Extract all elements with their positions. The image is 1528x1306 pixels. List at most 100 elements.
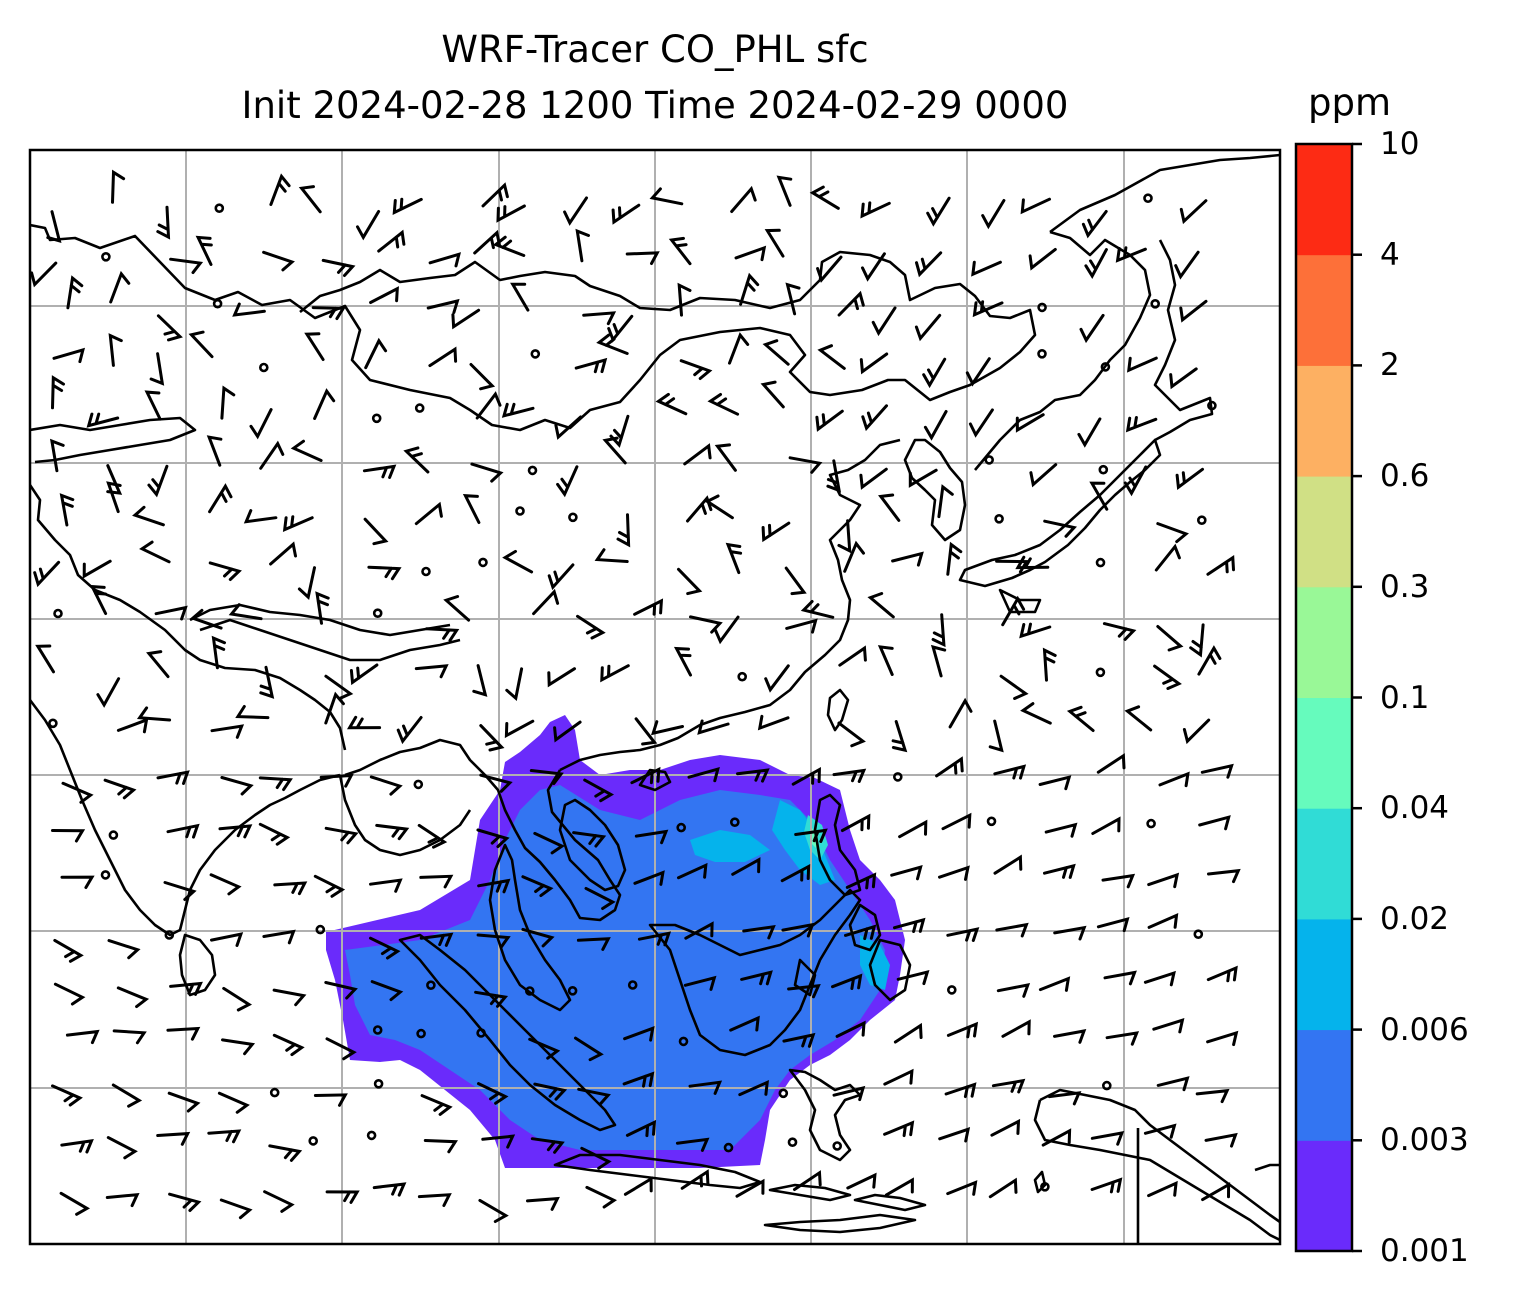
calm-wind-marker: [946, 985, 957, 995]
wind-barb: [1206, 965, 1238, 983]
wind-barb: [60, 875, 95, 889]
wind-barb: [946, 1180, 978, 1196]
calm-wind-marker: [421, 566, 431, 577]
wind-barb: [166, 1026, 201, 1041]
wind-barb: [1105, 1031, 1140, 1046]
wind-barb: [840, 813, 871, 832]
wind-barb: [729, 1015, 760, 1032]
wind-barb: [311, 306, 346, 321]
calm-wind-marker: [315, 924, 326, 935]
colorbar: [1294, 142, 1362, 1253]
wind-barb: [1152, 1017, 1185, 1034]
wind-barb: [948, 697, 973, 729]
colorbar-tick-label: 0.006: [1380, 1011, 1469, 1048]
wind-barb: [1156, 625, 1184, 652]
wind-barb: [971, 260, 1002, 277]
calm-wind-marker: [416, 1028, 426, 1039]
wind-barb: [116, 717, 149, 734]
wind-barb: [504, 719, 535, 739]
colorbar-segment: [1296, 144, 1352, 256]
wind-barb: [576, 937, 611, 951]
wind-barb: [584, 886, 616, 910]
calm-wind-marker: [527, 465, 538, 476]
wind-barb: [272, 988, 307, 1007]
wind-barb: [1028, 247, 1057, 271]
wind-barb: [53, 938, 84, 963]
wind-barb: [35, 644, 55, 674]
wind-barb: [633, 870, 665, 886]
wind-barb: [367, 565, 402, 581]
wind-barb: [837, 721, 866, 748]
wind-barb: [704, 494, 734, 520]
wind-barb: [51, 829, 86, 843]
wind-barb: [414, 664, 449, 679]
wind-barb: [999, 674, 1029, 700]
wind-barb: [764, 664, 790, 693]
wind-barb: [521, 875, 554, 898]
calm-wind-marker: [530, 349, 541, 359]
wind-barb: [1053, 1029, 1087, 1044]
wind-barb: [896, 970, 930, 986]
wind-barb: [785, 282, 801, 316]
wind-barb: [884, 1177, 914, 1197]
wind-barb: [915, 251, 943, 278]
wind-barb: [926, 196, 951, 227]
wind-barb: [625, 1119, 657, 1138]
wind-barb: [938, 865, 970, 881]
calm-wind-marker: [413, 779, 424, 790]
calm-wind-marker: [737, 671, 748, 682]
wind-barb: [1041, 1128, 1072, 1147]
wind-barb: [815, 409, 844, 432]
wind-barb: [479, 724, 505, 752]
wind-barb: [637, 931, 672, 947]
calm-wind-marker: [478, 557, 488, 568]
wind-barb: [1179, 199, 1208, 225]
wind-barb: [116, 986, 150, 1009]
wind-barb: [1019, 622, 1052, 639]
calm-wind-marker: [308, 1136, 319, 1146]
wind-barb: [883, 1068, 914, 1086]
wind-barb: [363, 517, 389, 546]
wind-barb: [1143, 970, 1176, 987]
wind-barb: [867, 592, 895, 619]
wind-barb: [324, 981, 358, 1000]
wind-barb: [210, 932, 244, 947]
wind-barb: [686, 495, 713, 523]
calm-wind-marker: [414, 403, 425, 413]
wind-barb: [532, 588, 560, 616]
calm-wind-marker: [1193, 929, 1204, 940]
colorbar-segment: [1296, 365, 1352, 477]
wind-barb: [831, 973, 863, 990]
map-title-line1: WRF-Tracer CO_PHL sfc: [441, 28, 869, 71]
wind-barb: [995, 922, 1029, 938]
wind-barb: [785, 618, 818, 634]
calm-wind-marker: [371, 413, 382, 424]
wind-barb: [59, 1191, 91, 1216]
wind-barb: [425, 627, 460, 642]
wind-barb: [859, 467, 888, 490]
wind-barb: [325, 1190, 360, 1204]
wind-barb: [502, 549, 534, 574]
wind-barb: [946, 541, 963, 576]
wind-barb: [594, 548, 629, 563]
wind-barb: [1123, 465, 1148, 497]
calm-wind-marker: [984, 455, 995, 465]
wind-barb: [890, 865, 923, 881]
wind-barb: [738, 1079, 769, 1097]
wind-barb: [1044, 822, 1078, 838]
wind-barb: [1091, 816, 1121, 835]
wind-barb: [475, 391, 502, 420]
wind-barb: [263, 1190, 295, 1213]
wind-barb: [630, 766, 661, 785]
wind-barb: [673, 646, 692, 677]
wind-barb: [419, 874, 454, 889]
wind-barb: [988, 1177, 1018, 1199]
wind-barb: [156, 314, 183, 342]
wind-barb: [1077, 417, 1102, 448]
wind-barb: [111, 1083, 143, 1108]
wind-barb: [1103, 970, 1137, 986]
wind-barb: [1084, 248, 1108, 279]
wind-barb: [273, 881, 308, 896]
wind-barb: [965, 357, 991, 387]
